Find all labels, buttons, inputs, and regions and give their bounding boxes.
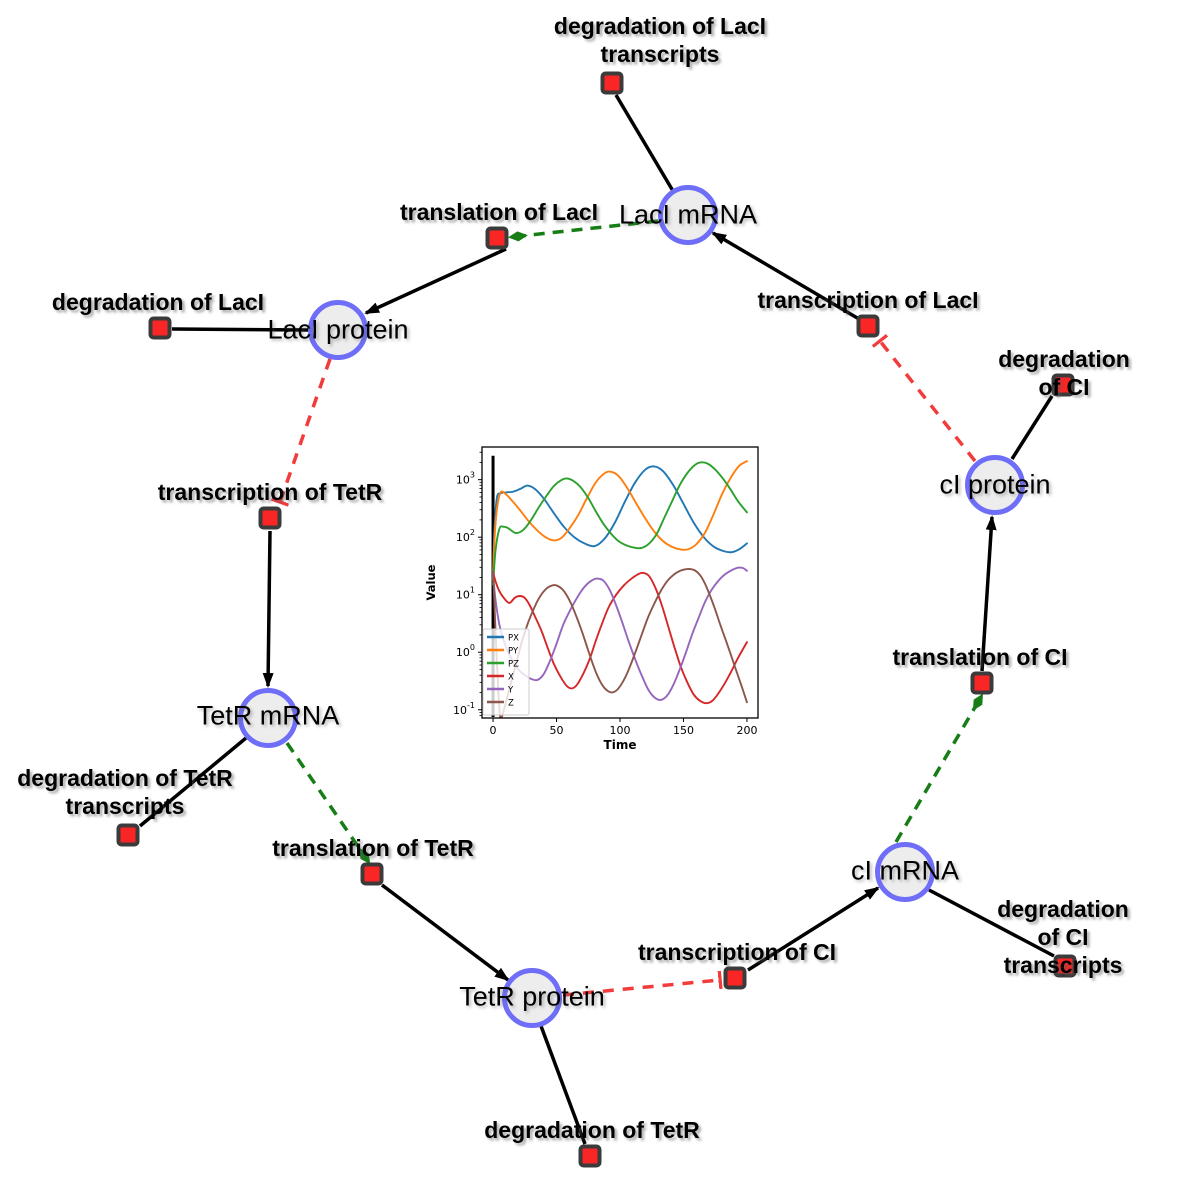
species-label-tetr-mrna: TetR mRNA [196,700,340,731]
reaction-node-deg-laci [148,316,172,340]
reaction-label-translation-laci: translation of LacI [399,199,599,225]
species-label-ci-protein: cI protein [939,469,1051,500]
reaction-node-transcription-tetr [258,506,282,530]
species-label-laci-mrna: LacI mRNA [618,199,758,230]
reaction-node-transcription-ci [723,966,747,990]
plot-area [491,455,748,718]
x-tick-label: 200 [736,724,757,737]
legend-label-PX: PX [508,634,519,644]
edge-deg-laci-transcripts-laci-mrna [614,94,675,192]
species-node-laci-mrna [658,185,718,245]
reaction-label-translation-ci: translation of CI [892,644,1068,670]
species-node-ci-protein [965,455,1025,515]
reaction-label-translation-tetr: translation of TetR [272,835,474,861]
x-tick-label: 100 [610,724,631,737]
simulation-plot: 0 50 100 150 20010-1100101102103TimeValuePXP… [424,446,759,752]
chart-series-X [492,570,748,705]
reaction-node-deg-ci [1051,373,1075,397]
edge-ci-protein-inhibits-transcription-laci [880,341,977,463]
legend-label-X: X [508,673,514,683]
reaction-label-deg-ci: degradation of CI [998,346,1130,400]
chart-xlabel: Time [604,738,637,752]
reaction-label-deg-ci-transcripts: degradation of CI transcripts [997,896,1129,978]
x-tick-label: 150 [673,724,694,737]
y-tick-label: 100 [456,643,475,659]
chart-series-PZ [492,461,748,586]
legend-label-Y: Y [507,686,514,696]
species-label-ci-mrna: cI mRNA [851,855,959,886]
x-tick-label: 0 [490,724,497,737]
y-tick-label: 102 [456,528,475,544]
reaction-label-transcription-ci: transcription of CI [637,939,837,965]
chart-series-PY [492,460,748,581]
legend-label-PZ: PZ [508,660,519,670]
species-label-laci-protein: LacI protein [267,314,409,345]
reaction-label-transcription-laci: transcription of LacI [757,287,979,313]
edge-translation-laci-to-laci-protein [364,247,507,315]
y-tick-label: 103 [456,471,475,487]
reaction-node-deg-laci-transcripts [600,71,624,95]
species-node-tetr-mrna [238,688,298,748]
chart-series-Y [492,566,748,701]
reaction-label-deg-laci: degradation of LacI [51,289,265,315]
chart-series-PX [492,465,748,579]
species-node-tetr-protein [502,968,562,1028]
chart-series-Z [492,567,748,718]
y-tick-label: 10-1 [453,701,475,717]
reaction-node-translation-ci [970,671,994,695]
species-label-tetr-protein: TetR protein [459,981,605,1012]
reaction-node-translation-tetr [360,862,384,886]
reaction-label-transcription-tetr: transcription of TetR [157,479,383,505]
chart-legend: PX PY PZ XYZ [482,628,530,716]
reaction-label-deg-laci-transcripts: degradation of LacI transcripts [553,13,767,67]
species-node-ci-mrna [875,842,935,902]
edge-translation-tetr-to-tetr-protein [380,883,510,982]
reaction-node-deg-tetr [578,1144,602,1168]
reaction-label-deg-tetr: degradation of TetR [484,1117,700,1143]
legend-label-Z: Z [508,699,514,709]
x-tick-label: 50 [550,724,564,737]
reaction-node-deg-tetr-transcripts [116,823,140,847]
reaction-node-transcription-laci [856,314,880,338]
reaction-node-deg-ci-transcripts [1053,954,1077,978]
edge-ci-mrna-modifies-translation-ci [894,693,984,843]
legend-label-PY: PY [508,647,519,657]
reaction-label-deg-tetr-transcripts: degradation of TetR transcripts [17,765,233,819]
species-node-laci-protein [308,300,368,360]
edge-deg-ci-ci-protein [1010,395,1054,460]
chart-ylabel: Value [424,564,438,600]
y-tick-label: 101 [456,586,475,602]
edge-transcription-tetr-to-tetr-mrna [262,530,274,688]
reaction-node-translation-laci [485,226,509,250]
